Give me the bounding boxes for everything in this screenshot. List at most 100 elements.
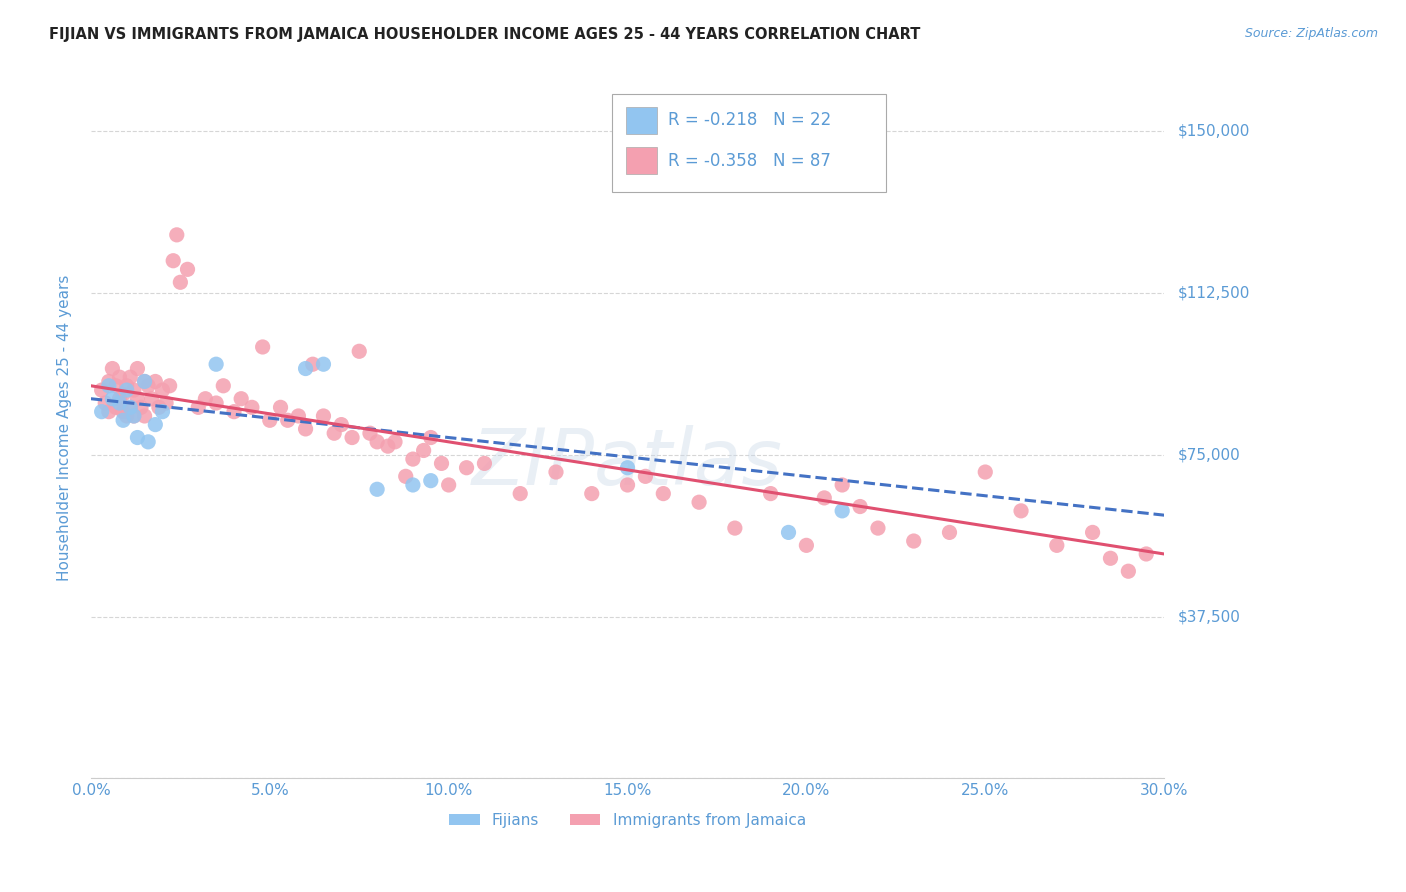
Point [90,405,112,419]
Text: Source: ZipAtlas.com: Source: ZipAtlas.com [1244,27,1378,40]
Point [402,452,425,467]
Point [187,401,209,415]
Point [127,361,149,376]
Point [143,417,166,432]
Point [287,409,309,423]
Legend: Fijians, Immigrants from Jamaica: Fijians, Immigrants from Jamaica [443,806,813,834]
Point [616,460,638,475]
Point [166,227,188,242]
Point [412,443,434,458]
Point [205,396,228,410]
Point [474,457,496,471]
Point [141,392,163,406]
Point [301,357,323,371]
Point [97,375,120,389]
Point [312,357,335,371]
Point [778,525,800,540]
Point [456,460,478,475]
Point [688,495,710,509]
Point [120,401,142,415]
Point [222,405,245,419]
Point [402,478,425,492]
Point [112,387,135,401]
Point [903,534,925,549]
Point [169,275,191,289]
Point [938,525,960,540]
Point [101,361,124,376]
Point [259,413,281,427]
Point [120,401,142,415]
Point [122,409,145,423]
Point [866,521,889,535]
Point [194,392,217,406]
Point [122,383,145,397]
Point [544,465,567,479]
Point [155,396,177,410]
Point [323,426,346,441]
Point [108,396,131,410]
Text: $75,000: $75,000 [1178,447,1240,462]
Point [831,478,853,492]
Text: R = -0.358   N = 87: R = -0.358 N = 87 [668,152,831,169]
Point [277,413,299,427]
Point [359,426,381,441]
Point [759,486,782,500]
Point [94,396,117,410]
Point [97,405,120,419]
Point [112,405,135,419]
Point [831,504,853,518]
Point [148,401,170,415]
Point [419,431,441,445]
Point [115,378,138,392]
Point [134,409,156,423]
Point [796,538,818,552]
Point [366,434,388,449]
Point [159,378,181,392]
Point [1010,504,1032,518]
Point [395,469,418,483]
Point [152,405,174,419]
Point [270,401,292,415]
Point [240,401,263,415]
Point [104,401,127,415]
Point [294,361,316,376]
Point [366,483,388,497]
Point [652,486,675,500]
Point [152,383,174,397]
Point [127,431,149,445]
Point [437,478,460,492]
Text: $37,500: $37,500 [1178,609,1241,624]
Point [1081,525,1104,540]
Point [136,434,159,449]
Point [115,383,138,397]
Point [252,340,274,354]
Point [1046,538,1069,552]
Point [384,434,406,449]
Text: FIJIAN VS IMMIGRANTS FROM JAMAICA HOUSEHOLDER INCOME AGES 25 - 44 YEARS CORRELAT: FIJIAN VS IMMIGRANTS FROM JAMAICA HOUSEH… [49,27,921,42]
Point [127,392,149,406]
Point [1099,551,1122,566]
Point [104,378,127,392]
Point [134,375,156,389]
Point [340,431,363,445]
Point [212,378,235,392]
Text: R = -0.218   N = 22: R = -0.218 N = 22 [668,112,831,129]
Point [108,392,131,406]
Point [97,378,120,392]
Text: $112,500: $112,500 [1178,285,1250,301]
Point [849,500,872,514]
Point [1135,547,1157,561]
Point [134,375,156,389]
Point [108,370,131,384]
Point [347,344,370,359]
Point [120,370,142,384]
Point [1118,564,1140,578]
Point [112,413,135,427]
Point [143,375,166,389]
Point [634,469,657,483]
Point [616,478,638,492]
Point [377,439,399,453]
Point [430,457,453,471]
Y-axis label: Householder Income Ages 25 - 44 years: Householder Income Ages 25 - 44 years [58,275,72,581]
Text: ZIPatlas: ZIPatlas [472,425,783,501]
